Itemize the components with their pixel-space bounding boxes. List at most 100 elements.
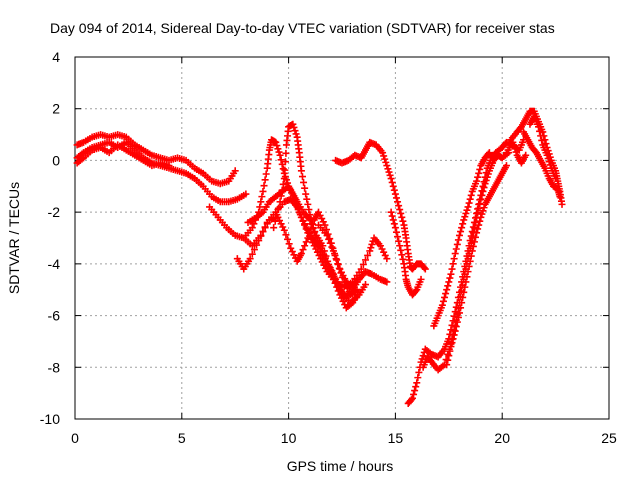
data-point (461, 213, 469, 221)
data-point (420, 264, 428, 272)
data-point (410, 390, 418, 398)
data-point (367, 244, 375, 252)
data-point (451, 250, 459, 258)
data-point (279, 180, 287, 188)
data-point (450, 255, 458, 263)
data-point (321, 221, 329, 229)
data-point (396, 242, 404, 250)
data-point (392, 228, 400, 236)
data-point (439, 297, 447, 305)
data-point (318, 251, 326, 259)
data-point (445, 352, 453, 360)
data-point (273, 142, 281, 150)
data-point (479, 187, 487, 195)
data-point (379, 149, 387, 157)
data-point (281, 166, 289, 174)
data-point (313, 238, 321, 246)
series-track-11 (387, 208, 425, 299)
data-point (480, 184, 488, 192)
data-point (535, 123, 543, 131)
data-point (397, 209, 405, 217)
series-track-19 (502, 138, 530, 167)
data-point (257, 198, 265, 206)
data-point (300, 178, 308, 186)
data-point (542, 140, 550, 148)
data-point (272, 138, 280, 146)
data-point (543, 151, 551, 159)
data-point (485, 149, 493, 157)
data-point (385, 168, 393, 176)
data-point (454, 236, 462, 244)
axis-ticks (74, 56, 610, 420)
data-point (399, 255, 407, 263)
data-point (457, 304, 465, 312)
data-point (482, 176, 490, 184)
series-track-9 (315, 221, 361, 291)
data-point (392, 194, 400, 202)
data-point (443, 286, 451, 294)
data-point (271, 217, 279, 225)
data-point (421, 265, 429, 273)
data-point (307, 215, 315, 223)
data-point (474, 225, 482, 233)
series-track-14 (430, 149, 493, 330)
data-point (380, 152, 388, 160)
data-point (454, 314, 462, 322)
data-point (248, 250, 256, 258)
data-point (281, 158, 289, 166)
x-axis-label: GPS time / hours (287, 458, 394, 474)
data-point (470, 224, 478, 232)
data-point (317, 247, 325, 255)
data-point (484, 170, 492, 178)
data-point (395, 202, 403, 210)
data-point (282, 231, 290, 239)
data-point (522, 151, 530, 159)
data-point (305, 206, 313, 214)
data-point (453, 318, 461, 326)
y-tick-label: -10 (40, 411, 60, 427)
data-point (328, 243, 336, 251)
data-point (446, 274, 454, 282)
data-point (299, 246, 307, 254)
data-point (457, 228, 465, 236)
y-tick-label: -6 (48, 308, 61, 324)
data-point (270, 224, 278, 232)
x-tick-label: 25 (601, 430, 617, 446)
data-point (462, 209, 470, 217)
data-point (511, 145, 519, 153)
series-track-1 (73, 131, 239, 188)
data-point (274, 145, 282, 153)
data-point (537, 132, 545, 140)
data-point (545, 158, 553, 166)
data-point (329, 247, 337, 255)
data-point (411, 387, 419, 395)
data-point (451, 327, 459, 335)
data-point (292, 130, 300, 138)
data-point (478, 210, 486, 218)
data-point (455, 231, 463, 239)
data-point (302, 238, 310, 246)
data-point (390, 186, 398, 194)
data-point (447, 270, 455, 278)
data-point (291, 127, 299, 135)
data-point (408, 394, 416, 402)
data-point (257, 231, 265, 239)
data-point (475, 169, 483, 177)
data-point (306, 211, 314, 219)
data-point (474, 209, 482, 217)
data-point (260, 182, 268, 190)
data-point (391, 224, 399, 232)
data-point (468, 228, 476, 236)
data-point (441, 293, 449, 301)
data-point (467, 191, 475, 199)
data-point (357, 265, 365, 273)
data-point (301, 184, 309, 192)
data-point (449, 335, 457, 343)
data-point (258, 193, 266, 201)
data-point (477, 213, 485, 221)
data-point (461, 283, 469, 291)
data-point (455, 309, 463, 317)
data-point (509, 138, 517, 146)
data-point (261, 176, 269, 184)
data-point (459, 220, 467, 228)
